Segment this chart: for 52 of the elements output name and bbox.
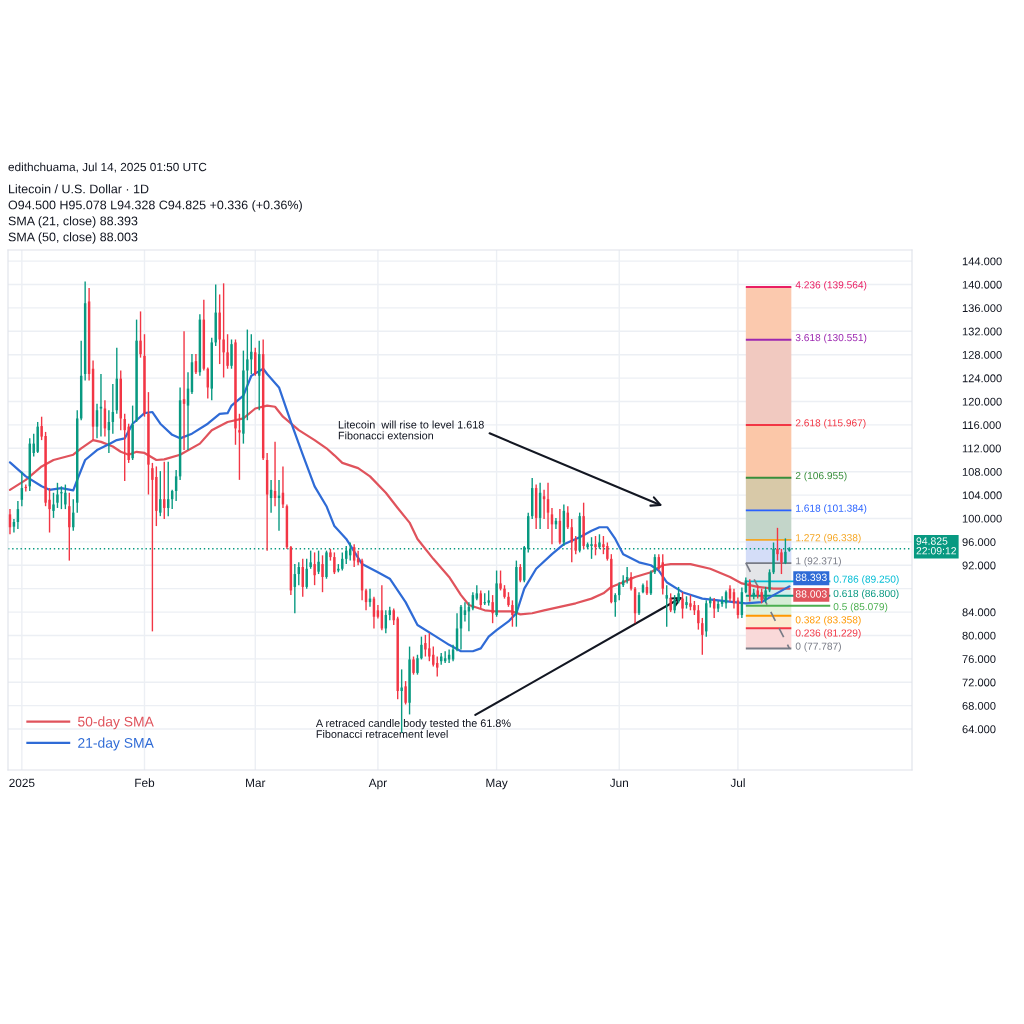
y-tick-label: 128.000	[962, 350, 1002, 359]
data-label: 88.003	[795, 590, 827, 598]
ref-line-label: 94.825 22:09:12	[916, 537, 957, 555]
y-tick-label: 124.000	[962, 374, 1002, 383]
x-tick-label: Apr	[368, 778, 387, 790]
ref-line-label: 2 (106.955)	[795, 471, 847, 482]
y-tick-label: 104.000	[962, 491, 1002, 500]
annotation: Litecoin will rise to level 1.618 Fibonacci extension	[338, 420, 484, 440]
x-tick-label: Jun	[609, 778, 628, 787]
x-tick-label: 2025	[9, 778, 35, 787]
y-tick-label: 132.000	[962, 327, 1002, 336]
ref-line-label: 3.618 (130.551)	[795, 333, 867, 344]
y-tick-label: 140.000	[962, 280, 1002, 289]
chart-title: edithchuama, Jul 14, 2025 01:50 UTC	[8, 162, 207, 173]
ref-line-label: 1 (92.371)	[796, 557, 841, 567]
y-tick-label: 120.000	[962, 397, 1002, 406]
ref-line-label: 0.5 (85.079)	[833, 602, 888, 613]
ref-line-label: 1.272 (96.338)	[796, 533, 861, 544]
y-tick-label: 112.000	[962, 444, 1001, 453]
x-tick-label: Mar	[246, 778, 266, 787]
ref-line-label: 1.618 (101.384)	[796, 504, 867, 514]
annotation: A retraced candle body tested the 61.8% Fibonacci retracement level	[315, 719, 511, 738]
ref-line-label: 2.618 (115.967)	[795, 419, 866, 429]
text: O94.500 H95.078 L94.328 C94.825 +0.336 (+0.36%)	[8, 200, 302, 212]
y-tick-label: 64.000	[962, 725, 996, 734]
x-tick-label: May	[486, 778, 508, 790]
x-tick-label: Jul	[730, 778, 745, 787]
data-label: 88.393	[795, 573, 827, 581]
x-tick-label: Feb	[135, 778, 155, 787]
legend-label: 21-day SMA	[78, 737, 154, 751]
ref-line-label: 0.786 (89.250)	[833, 575, 899, 585]
ref-line-label: 0.382 (83.358)	[795, 615, 861, 626]
text: SMA (21, close) 88.393	[8, 216, 138, 228]
y-tick-label: 84.000	[962, 608, 996, 617]
text: Litecoin / U.S. Dollar · 1D	[9, 184, 149, 194]
text: SMA (50, close) 88.003	[8, 232, 138, 244]
legend-label: 50-day SMA	[78, 716, 154, 730]
ref-line-label: 0.236 (81.229)	[795, 629, 861, 639]
y-tick-label: 100.000	[962, 514, 1002, 523]
y-tick-label: 72.000	[962, 678, 996, 687]
ref-line-label: 0.618 (86.800)	[833, 589, 899, 600]
y-tick-label: 116.000	[962, 421, 1001, 430]
y-tick-label: 80.000	[962, 631, 996, 640]
y-tick-label: 144.000	[962, 257, 1002, 266]
ref-line-label: 0 (77.787)	[795, 642, 841, 652]
ref-line-label: 4.236 (139.564)	[795, 280, 867, 291]
y-tick-label: 68.000	[962, 701, 996, 710]
y-tick-label: 92.000	[962, 561, 996, 570]
y-tick-label: 76.000	[962, 655, 996, 663]
y-tick-label: 136.000	[962, 304, 1002, 313]
y-tick-label: 96.000	[962, 538, 996, 547]
y-tick-label: 108.000	[962, 467, 1002, 476]
